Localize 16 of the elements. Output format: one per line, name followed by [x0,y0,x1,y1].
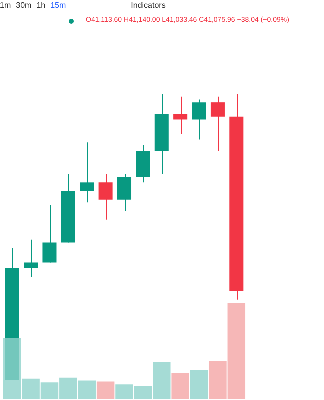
bar [172,373,190,399]
text: 30m [16,1,32,10]
text: 1m [0,1,12,10]
bar [190,370,208,399]
text: 1h [36,1,46,10]
candlestick [24,239,38,278]
text: Indicators [131,1,166,10]
candlestick [192,99,206,140]
candlestick [210,96,225,152]
candlestick [117,174,132,212]
candlestick [80,142,94,204]
candlestick [174,96,188,135]
candlestick [98,174,113,220]
text: 15m [50,1,66,10]
bar [96,382,115,399]
candlestick [42,205,57,264]
